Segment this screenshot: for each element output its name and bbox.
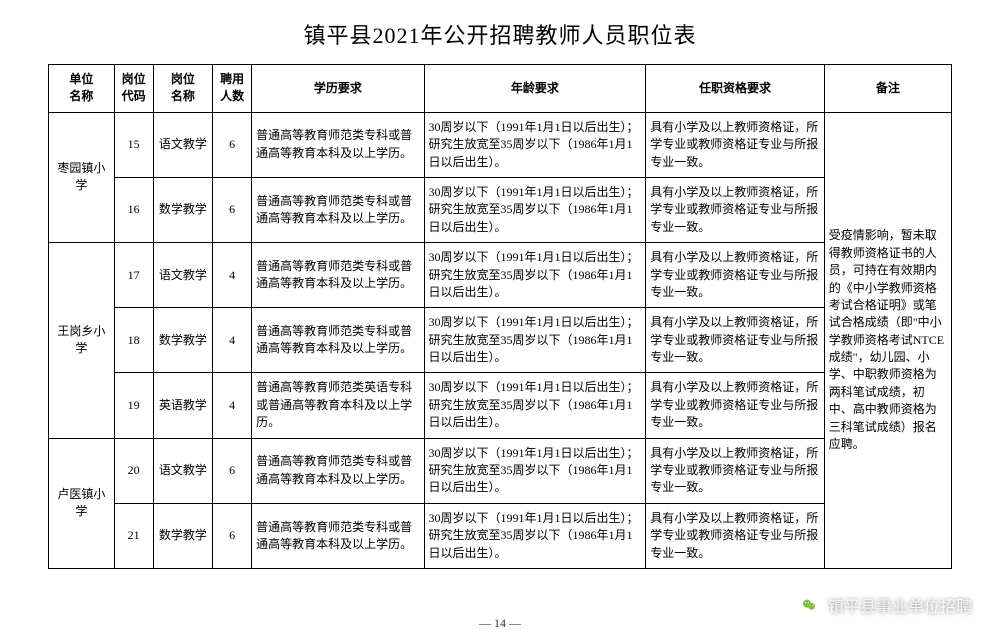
cell-qualification: 具有小学及以上教师资格证，所学专业或教师资格证专业与所报专业一致。 [646,503,825,568]
cell-code: 21 [114,503,153,568]
cell-code: 15 [114,112,153,177]
cell-count: 6 [213,112,252,177]
cell-count: 6 [213,177,252,242]
cell-age: 30周岁以下（1991年1月1日以后出生）；研究生放宽至35周岁以下（1986年… [424,373,646,438]
cell-note: 受疫情影响，暂未取得教师资格证书的人员，可持在有效期内的《中小学教师资格考试合格… [824,112,951,568]
cell-position: 数学教学 [153,503,213,568]
cell-education: 普通高等教育师范类专科或普通高等教育本科及以上学历。 [252,308,424,373]
col-position: 岗位名称 [153,65,213,113]
cell-education: 普通高等教育师范类专科或普通高等教育本科及以上学历。 [252,243,424,308]
cell-qualification: 具有小学及以上教师资格证，所学专业或教师资格证专业与所报专业一致。 [646,438,825,503]
cell-code: 16 [114,177,153,242]
wechat-icon [798,594,820,616]
cell-unit: 卢医镇小学 [49,438,115,568]
watermark: 镇平县事业单位招聘 [798,593,972,617]
table-row: 卢医镇小学20语文教学6普通高等教育师范类专科或普通高等教育本科及以上学历。30… [49,438,952,503]
cell-code: 20 [114,438,153,503]
col-note: 备注 [824,65,951,113]
cell-position: 语文教学 [153,438,213,503]
document-page: 镇平县2021年公开招聘教师人员职位表 单位名称 岗位代码 岗位名称 聘用人数 … [0,0,1000,641]
cell-unit: 枣园镇小学 [49,112,115,242]
cell-age: 30周岁以下（1991年1月1日以后出生）；研究生放宽至35周岁以下（1986年… [424,438,646,503]
table-row: 枣园镇小学15语文教学6普通高等教育师范类专科或普通高等教育本科及以上学历。30… [49,112,952,177]
cell-count: 4 [213,243,252,308]
cell-age: 30周岁以下（1991年1月1日以后出生）；研究生放宽至35周岁以下（1986年… [424,243,646,308]
cell-qualification: 具有小学及以上教师资格证，所学专业或教师资格证专业与所报专业一致。 [646,177,825,242]
cell-count: 4 [213,308,252,373]
cell-education: 普通高等教育师范类专科或普通高等教育本科及以上学历。 [252,503,424,568]
watermark-text: 镇平县事业单位招聘 [828,593,972,617]
table-body: 枣园镇小学15语文教学6普通高等教育师范类专科或普通高等教育本科及以上学历。30… [49,112,952,568]
cell-qualification: 具有小学及以上教师资格证，所学专业或教师资格证专业与所报专业一致。 [646,308,825,373]
cell-position: 语文教学 [153,112,213,177]
cell-position: 数学教学 [153,177,213,242]
col-code: 岗位代码 [114,65,153,113]
table-header-row: 单位名称 岗位代码 岗位名称 聘用人数 学历要求 年龄要求 任职资格要求 备注 [49,65,952,113]
cell-position: 语文教学 [153,243,213,308]
cell-age: 30周岁以下（1991年1月1日以后出生）；研究生放宽至35周岁以下（1986年… [424,503,646,568]
page-title: 镇平县2021年公开招聘教师人员职位表 [48,18,952,50]
page-number: — 14 — [0,616,1000,631]
col-count: 聘用人数 [213,65,252,113]
table-row: 王岗乡小学17语文教学4普通高等教育师范类专科或普通高等教育本科及以上学历。30… [49,243,952,308]
cell-age: 30周岁以下（1991年1月1日以后出生）；研究生放宽至35周岁以下（1986年… [424,308,646,373]
cell-qualification: 具有小学及以上教师资格证，所学专业或教师资格证专业与所报专业一致。 [646,112,825,177]
positions-table: 单位名称 岗位代码 岗位名称 聘用人数 学历要求 年龄要求 任职资格要求 备注 … [48,64,952,569]
table-row: 16数学教学6普通高等教育师范类专科或普通高等教育本科及以上学历。30周岁以下（… [49,177,952,242]
col-education: 学历要求 [252,65,424,113]
cell-count: 6 [213,438,252,503]
cell-code: 17 [114,243,153,308]
cell-count: 4 [213,373,252,438]
cell-qualification: 具有小学及以上教师资格证，所学专业或教师资格证专业与所报专业一致。 [646,373,825,438]
cell-qualification: 具有小学及以上教师资格证，所学专业或教师资格证专业与所报专业一致。 [646,243,825,308]
cell-position: 数学教学 [153,308,213,373]
col-unit: 单位名称 [49,65,115,113]
cell-education: 普通高等教育师范类英语专科或普通高等教育本科及以上学历。 [252,373,424,438]
cell-position: 英语教学 [153,373,213,438]
cell-education: 普通高等教育师范类专科或普通高等教育本科及以上学历。 [252,177,424,242]
col-qualification: 任职资格要求 [646,65,825,113]
cell-age: 30周岁以下（1991年1月1日以后出生）；研究生放宽至35周岁以下（1986年… [424,177,646,242]
cell-education: 普通高等教育师范类专科或普通高等教育本科及以上学历。 [252,438,424,503]
table-row: 21数学教学6普通高等教育师范类专科或普通高等教育本科及以上学历。30周岁以下（… [49,503,952,568]
cell-education: 普通高等教育师范类专科或普通高等教育本科及以上学历。 [252,112,424,177]
cell-code: 18 [114,308,153,373]
cell-code: 19 [114,373,153,438]
table-row: 19英语教学4普通高等教育师范类英语专科或普通高等教育本科及以上学历。30周岁以… [49,373,952,438]
cell-age: 30周岁以下（1991年1月1日以后出生）；研究生放宽至35周岁以下（1986年… [424,112,646,177]
col-age: 年龄要求 [424,65,646,113]
table-row: 18数学教学4普通高等教育师范类专科或普通高等教育本科及以上学历。30周岁以下（… [49,308,952,373]
cell-count: 6 [213,503,252,568]
cell-unit: 王岗乡小学 [49,243,115,439]
